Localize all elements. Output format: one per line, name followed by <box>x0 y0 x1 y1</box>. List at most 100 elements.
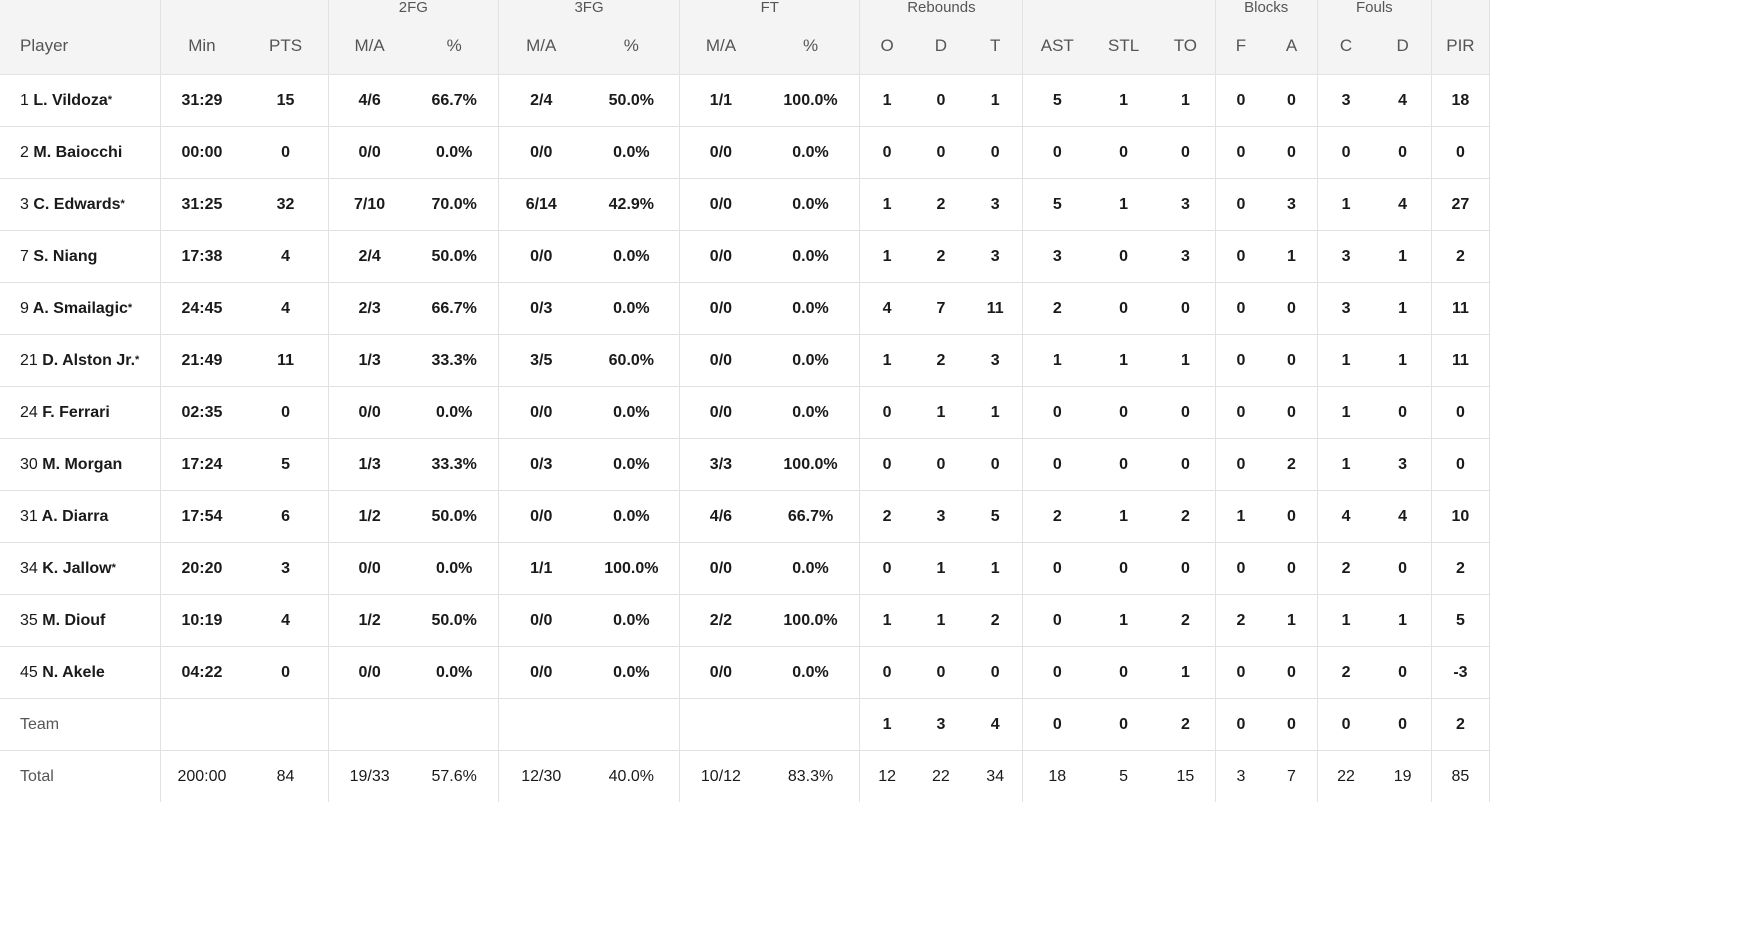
table-row[interactable]: 1 L. Vildoza* 31:29 15 4/6 66.7% 2/4 50.0% 1/1 1… <box>0 74 1491 127</box>
col-header-to[interactable]: TO <box>1156 17 1216 75</box>
stat-cell-min: 00:00 <box>160 126 244 179</box>
stat-cell-to: 0 <box>1156 542 1216 595</box>
col-header-foul-c[interactable]: C <box>1317 17 1375 75</box>
stat-cell-ft-ma: 0/0 <box>679 334 762 387</box>
col-header-blk-a[interactable]: A <box>1266 17 1318 75</box>
table-row[interactable]: 3 C. Edwards* 31:25 32 7/10 70.0% 6/14 42.9% 0/… <box>0 178 1491 231</box>
table-row[interactable]: 34 K. Jallow* 20:20 3 0/0 0.0% 1/1 100.0% 0/0 0.… <box>0 542 1491 595</box>
team-cell-fg2-pct <box>410 698 499 751</box>
stat-cell-fg2-ma: 0/0 <box>328 542 411 595</box>
player-cell[interactable]: 24 F. Ferrari <box>0 386 161 439</box>
player-cell[interactable]: 7 S. Niang <box>0 230 161 283</box>
col-header-3fg-ma[interactable]: M/A <box>498 17 584 75</box>
player-name[interactable]: K. Jallow <box>42 559 112 577</box>
group-header-blocks: Blocks <box>1215 0 1318 17</box>
col-header-3fg-pct[interactable]: % <box>583 17 681 75</box>
starter-marker: * <box>135 353 140 366</box>
player-cell[interactable]: 1 L. Vildoza* <box>0 74 161 127</box>
total-cell-reb-d: 22 <box>932 767 950 785</box>
stat-cell-ast: 0 <box>1022 126 1092 179</box>
stat-cell-blk-a: 0 <box>1266 542 1318 595</box>
player-cell[interactable]: 9 A. Smailagic* <box>0 282 161 335</box>
player-name[interactable]: D. Alston Jr. <box>42 351 136 369</box>
table-row[interactable]: 9 A. Smailagic* 24:45 4 2/3 66.7% 0/3 0.0% 0/0 0… <box>0 282 1491 335</box>
player-name[interactable]: S. Niang <box>33 247 98 265</box>
stat-cell-foul-d: 0 <box>1374 386 1432 439</box>
col-header-reb-o[interactable]: O <box>859 17 914 75</box>
player-cell[interactable]: 34 K. Jallow* <box>0 542 161 595</box>
col-header-reb-t[interactable]: T <box>967 17 1024 75</box>
stat-cell-foul-c: 2 <box>1317 542 1375 595</box>
stat-cell-pir: 2 <box>1431 230 1491 283</box>
table-row[interactable]: 2 M. Baiocchi 00:00 0 0/0 0.0% 0/0 0.0% 0/0 0.0%… <box>0 126 1491 179</box>
table-row[interactable]: 24 F. Ferrari 02:35 0 0/0 0.0% 0/0 0.0% 0/0 0.0%… <box>0 386 1491 439</box>
col-header-ft-ma[interactable]: M/A <box>679 17 762 75</box>
stat-cell-ft-ma: 0/0 <box>679 178 762 231</box>
stat-cell-pir: 27 <box>1431 178 1491 231</box>
stat-cell-pir: 11 <box>1431 282 1491 335</box>
player-name[interactable]: M. Morgan <box>42 455 123 473</box>
stat-cell-foul-d: 3 <box>1374 438 1432 491</box>
col-header-ft-pct[interactable]: % <box>761 17 861 75</box>
player-cell[interactable]: 35 M. Diouf <box>0 594 161 647</box>
stat-cell-ast: 1 <box>1022 334 1092 387</box>
player-cell[interactable]: 3 C. Edwards* <box>0 178 161 231</box>
col-header-pir[interactable]: PIR <box>1431 17 1491 75</box>
stat-cell-foul-c: 1 <box>1317 386 1375 439</box>
stat-cell-ft-ma: 0/0 <box>679 282 762 335</box>
table-row[interactable]: 30 M. Morgan 17:24 5 1/3 33.3% 0/3 0.0% 3/3 100.… <box>0 438 1491 491</box>
total-cell-blk-a: 7 <box>1266 750 1318 802</box>
stat-cell-ft-pct: 100.0% <box>761 74 861 127</box>
col-header-2fg-ma[interactable]: M/A <box>328 17 411 75</box>
stat-cell-to: 2 <box>1156 594 1216 647</box>
player-cell[interactable]: 21 D. Alston Jr.* <box>0 334 161 387</box>
table-row[interactable]: 7 S. Niang 17:38 4 2/4 50.0% 0/0 0.0% 0/0 0.0% 1 2… <box>0 230 1491 283</box>
stat-cell-reb-t: 1 <box>967 542 1024 595</box>
stat-cell-blk-f: 0 <box>1215 178 1267 231</box>
col-header-reb-d[interactable]: D <box>913 17 968 75</box>
stat-cell-reb-t: 0 <box>967 126 1024 179</box>
stat-cell-foul-d: 4 <box>1374 490 1432 543</box>
player-name[interactable]: F. Ferrari <box>42 403 110 421</box>
stat-cell-blk-f: 0 <box>1215 282 1267 335</box>
col-header-blk-f[interactable]: F <box>1215 17 1267 75</box>
col-header-stl[interactable]: STL <box>1091 17 1157 75</box>
player-name[interactable]: A. Diarra <box>41 507 109 525</box>
col-header-min[interactable]: Min <box>160 17 244 75</box>
stat-cell-ft-pct: 0.0% <box>761 386 861 439</box>
col-header-ast[interactable]: AST <box>1022 17 1092 75</box>
stat-cell-fg2-ma: 1/3 <box>328 438 411 491</box>
player-name[interactable]: A. Smailagic <box>32 299 128 317</box>
player-name[interactable]: L. Vildoza <box>33 91 108 109</box>
col-header-foul-d[interactable]: D <box>1374 17 1432 75</box>
table-row[interactable]: 21 D. Alston Jr.* 21:49 11 1/3 33.3% 3/5 60.0%… <box>0 334 1491 387</box>
stat-cell-ft-pct: 0.0% <box>761 126 861 179</box>
group-header-empty <box>1431 0 1491 17</box>
stat-cell-ft-pct: 0.0% <box>761 646 861 699</box>
stat-cell-blk-f: 0 <box>1215 230 1267 283</box>
team-cell-pir: 2 <box>1431 698 1491 751</box>
stat-cell-stl: 0 <box>1091 542 1157 595</box>
table-row[interactable]: 45 N. Akele 04:22 0 0/0 0.0% 0/0 0.0% 0/0 0.0% 0 0… <box>0 646 1491 699</box>
stat-cell-foul-d: 1 <box>1374 594 1432 647</box>
col-header-player[interactable]: Player <box>0 17 161 75</box>
total-cell-reb-t: 34 <box>967 750 1024 802</box>
player-cell[interactable]: 45 N. Akele <box>0 646 161 699</box>
stat-cell-blk-a: 0 <box>1266 334 1318 387</box>
player-name[interactable]: N. Akele <box>42 663 105 681</box>
table-row[interactable]: 35 M. Diouf 10:19 4 1/2 50.0% 0/0 0.0% 2/2 100.0… <box>0 594 1491 647</box>
player-name[interactable]: M. Diouf <box>42 611 106 629</box>
col-header-2fg-pct[interactable]: % <box>410 17 499 75</box>
stat-cell-blk-a: 0 <box>1266 490 1318 543</box>
stat-cell-reb-d: 3 <box>913 490 968 543</box>
player-name[interactable]: M. Baiocchi <box>33 143 123 161</box>
col-header-pts[interactable]: PTS <box>243 17 329 75</box>
table-row[interactable]: 31 A. Diarra 17:54 6 1/2 50.0% 0/0 0.0% 4/6 66.7… <box>0 490 1491 543</box>
stat-cell-ast: 0 <box>1022 594 1092 647</box>
player-cell[interactable]: 2 M. Baiocchi <box>0 126 161 179</box>
stat-cell-fg3-pct: 0.0% <box>583 438 681 491</box>
stat-cell-reb-t: 2 <box>967 594 1024 647</box>
player-cell[interactable]: 30 M. Morgan <box>0 438 161 491</box>
player-cell[interactable]: 31 A. Diarra <box>0 490 161 543</box>
player-name[interactable]: C. Edwards <box>33 195 121 213</box>
